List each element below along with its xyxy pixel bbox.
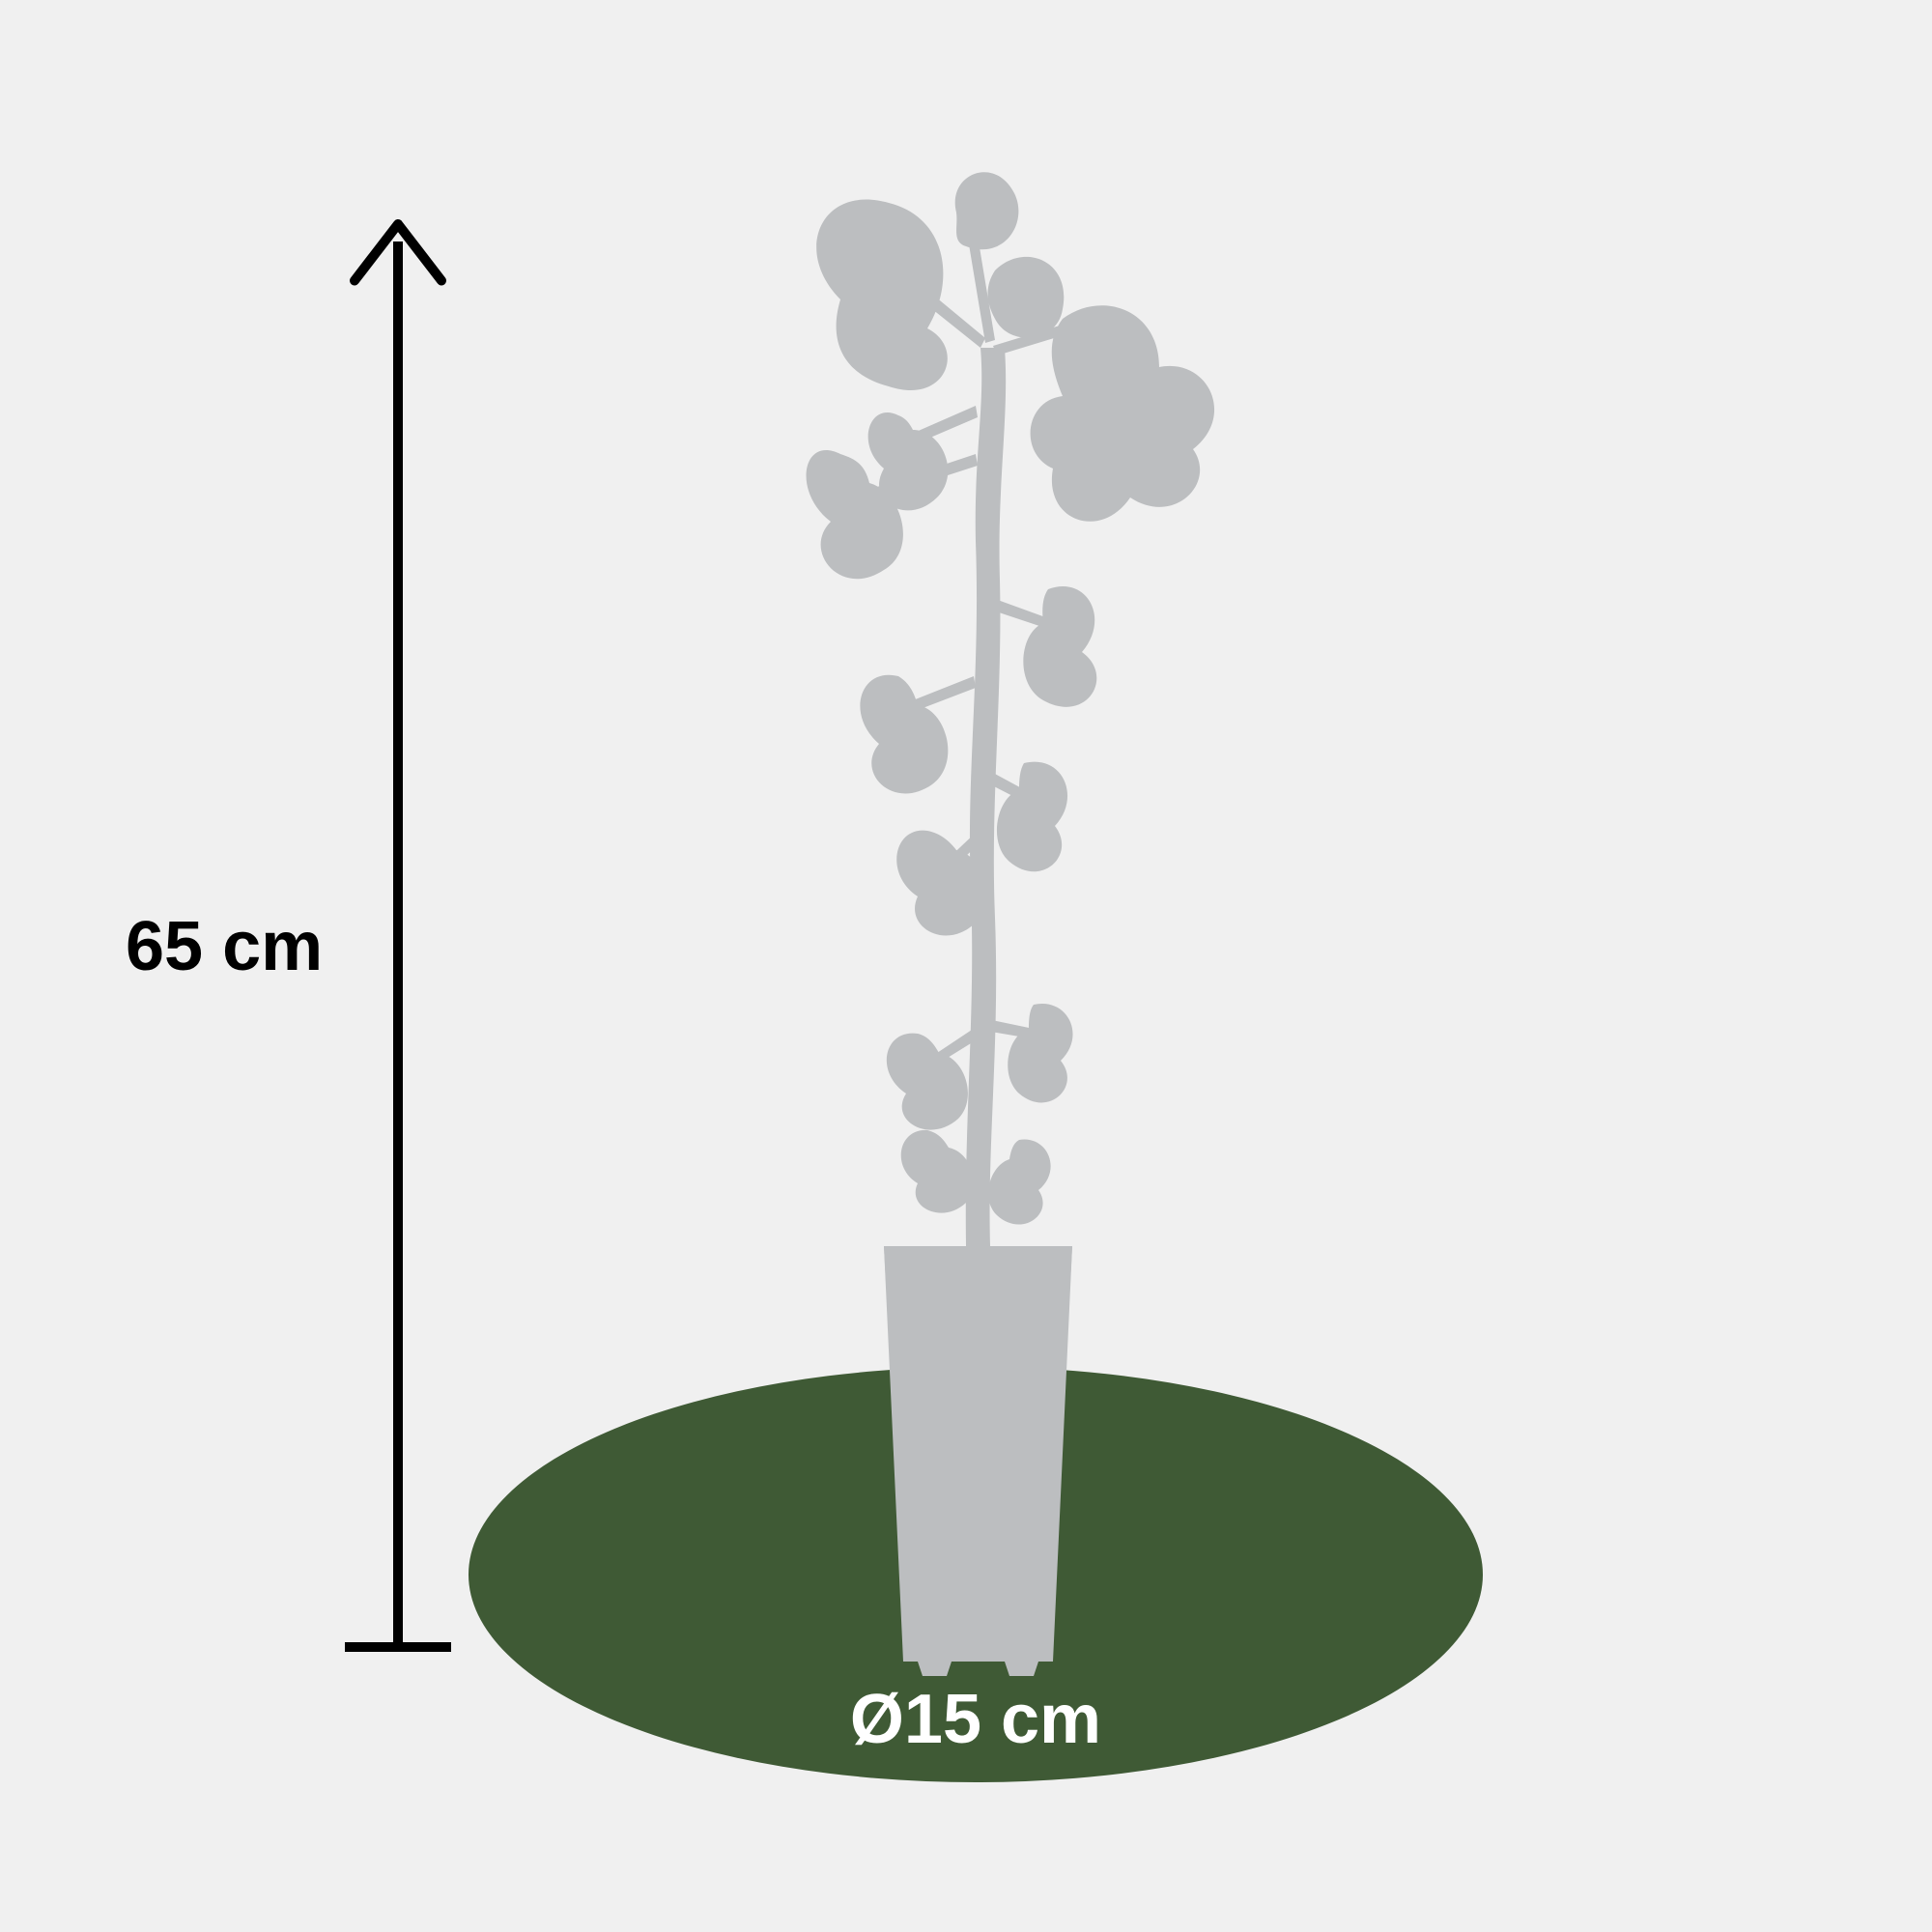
height-label: 65 cm <box>126 907 323 986</box>
pot-top <box>884 1246 1072 1352</box>
diameter-label: Ø15 cm <box>782 1680 1169 1759</box>
pot <box>884 1246 1072 1676</box>
diagram-canvas: 65 cm Ø15 cm <box>0 0 1932 1932</box>
